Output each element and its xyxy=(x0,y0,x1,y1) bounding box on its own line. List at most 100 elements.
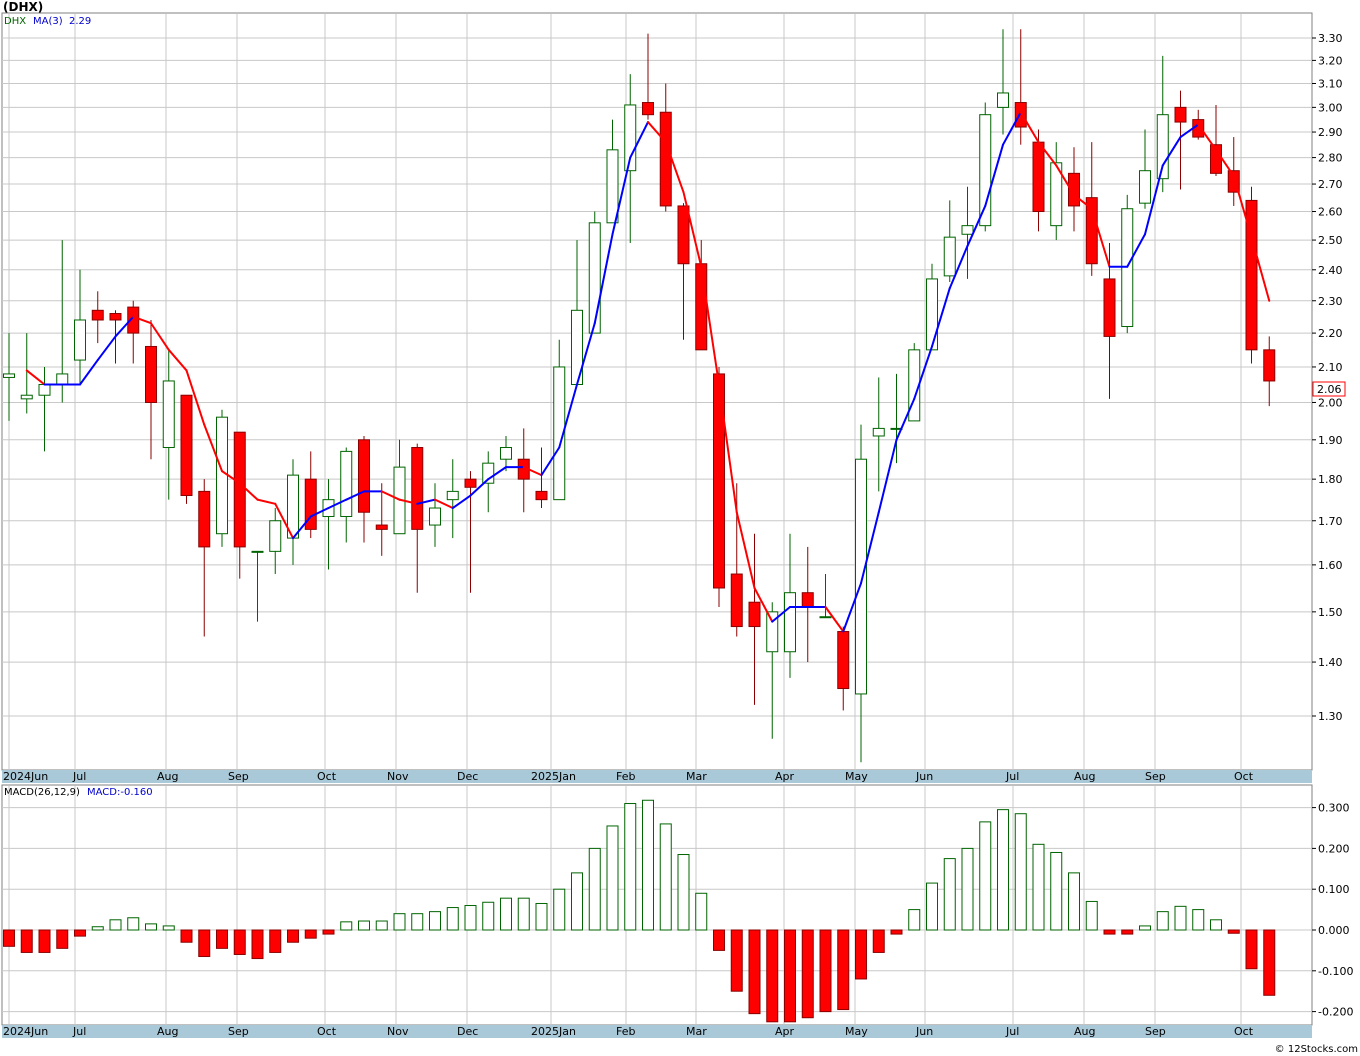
macd-bar xyxy=(890,929,903,935)
ma3-segment xyxy=(274,502,294,540)
candle-body xyxy=(713,373,725,589)
macd-bar xyxy=(997,809,1009,931)
price-tick-label: 2.20 xyxy=(1318,327,1343,340)
macd-y-axis: 0.300 0.200 0.100 0.000 -0.100 -0.200 xyxy=(1312,802,1353,1019)
macd-bar xyxy=(1103,929,1116,935)
macd-bar xyxy=(606,825,619,931)
macd-bar xyxy=(1210,919,1222,931)
candle-body xyxy=(1085,197,1098,265)
ma3-segment xyxy=(948,244,969,290)
x-axis-label: Feb xyxy=(616,1025,635,1038)
ma3-segment xyxy=(593,233,614,325)
x-axis-label: Oct xyxy=(1234,770,1254,783)
candle-body xyxy=(1156,114,1169,180)
macd-tick-label: 0.200 xyxy=(1318,842,1350,855)
macd-bar xyxy=(304,929,317,939)
macd-bar xyxy=(624,803,637,931)
ma3-segment xyxy=(522,466,543,477)
x-axis-label: Feb xyxy=(616,770,635,783)
candle-body xyxy=(606,149,619,224)
x-axis-label: Sep xyxy=(1145,770,1166,783)
x-axis-label: 2025Jan xyxy=(531,1025,576,1038)
macd-bar xyxy=(233,929,246,955)
ma3-segment xyxy=(1232,175,1253,239)
price-panel-frame xyxy=(1,12,1313,771)
ma3-segment xyxy=(25,369,46,386)
ma3-segment xyxy=(487,466,507,481)
macd-bar xyxy=(535,902,548,931)
x-axis-label: Jun xyxy=(915,1025,933,1038)
candle xyxy=(961,186,974,279)
ma3-segment xyxy=(1144,164,1164,236)
macd-bar xyxy=(109,919,122,931)
candle-body xyxy=(127,306,140,334)
candle-body xyxy=(411,447,424,530)
candle-body xyxy=(74,319,86,361)
price-tick-label: 2.40 xyxy=(1318,264,1343,277)
candle xyxy=(997,29,1009,135)
price-tick-label: 1.80 xyxy=(1318,473,1343,486)
candle-body xyxy=(1263,349,1276,382)
candle-body xyxy=(20,394,33,400)
candle xyxy=(74,269,86,385)
ma3-segment xyxy=(185,369,206,426)
candle-body xyxy=(91,309,104,321)
candle-body xyxy=(553,366,566,501)
candle xyxy=(251,550,264,622)
macd-bar xyxy=(1068,872,1080,931)
candle-body xyxy=(1103,278,1116,337)
macd-tick-label: -0.100 xyxy=(1318,965,1353,978)
candle-body xyxy=(446,490,459,501)
macd-bar xyxy=(216,929,228,949)
macd-legend-value: MACD:-0.160 xyxy=(87,787,153,798)
macd-bar xyxy=(979,821,992,931)
candle-body xyxy=(837,631,850,690)
legend-symbol: DHX xyxy=(4,16,26,27)
macd-tick-label: 0.100 xyxy=(1318,883,1350,896)
candle-body xyxy=(855,458,867,695)
macd-bar xyxy=(38,929,51,953)
x-axis-label: Oct xyxy=(317,770,337,783)
candle xyxy=(1050,142,1063,241)
macd-bar xyxy=(1263,929,1276,996)
ma3-segment xyxy=(1055,164,1075,196)
candle xyxy=(855,424,867,763)
candle xyxy=(1103,242,1116,399)
candle xyxy=(269,508,282,575)
candle xyxy=(1121,194,1134,334)
macd-bar xyxy=(91,926,104,931)
price-tick-label: 3.10 xyxy=(1318,78,1343,91)
candle-body xyxy=(1032,141,1045,213)
candle xyxy=(872,377,885,492)
last-price-label: 2.06 xyxy=(1317,383,1342,396)
x-axis-label: May xyxy=(845,1025,868,1038)
price-tick-label: 2.80 xyxy=(1318,152,1343,165)
candle-body xyxy=(233,431,246,548)
macd-bar xyxy=(500,897,512,931)
x-axis-label: Aug xyxy=(1074,770,1095,783)
price-tick-label: 1.40 xyxy=(1318,656,1343,669)
candle-body xyxy=(1014,102,1027,128)
ma3-segment xyxy=(309,507,330,518)
macd-tick-label: 0.000 xyxy=(1318,924,1350,937)
candle-body xyxy=(979,114,992,227)
macd-bar xyxy=(801,929,814,1019)
candle xyxy=(588,211,601,334)
price-tick-label: 1.50 xyxy=(1318,606,1343,619)
ma3-segment xyxy=(895,397,916,441)
macd-tick-label: -0.200 xyxy=(1318,1006,1353,1019)
macd-bar xyxy=(642,799,654,931)
macd-bar xyxy=(1050,851,1063,931)
candle-body xyxy=(730,573,743,628)
ma3-segment xyxy=(771,606,791,623)
ma3-segment xyxy=(1250,236,1271,302)
ma3-segment xyxy=(1002,111,1022,146)
price-tick-label: 1.90 xyxy=(1318,434,1343,447)
ma3-segment xyxy=(842,582,862,633)
ma3-segment xyxy=(96,335,117,362)
ma3-segment xyxy=(256,498,277,505)
candle xyxy=(198,479,211,637)
candle xyxy=(304,451,317,539)
ma3-segment xyxy=(1161,136,1182,167)
